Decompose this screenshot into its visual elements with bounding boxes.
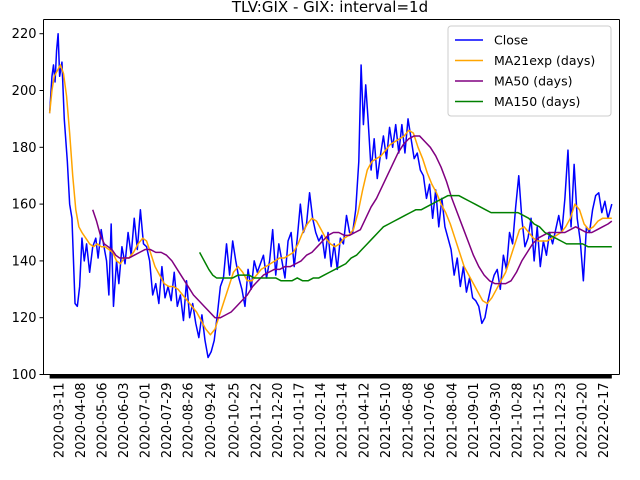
y-tick-label: 160	[12, 198, 37, 213]
x-tick-label: 2021-01-17	[292, 383, 307, 459]
series-line-ma21exp-days	[48, 64, 612, 336]
legend-label-close: Close	[494, 33, 528, 48]
x-tick-label: 2021-08-04	[445, 383, 460, 459]
x-tick-label: 2020-08-26	[182, 383, 197, 459]
x-tick-label: 2020-05-06	[95, 383, 110, 459]
x-tick-label: 2021-09-01	[467, 383, 482, 459]
x-tick-label: 2021-07-06	[423, 383, 438, 459]
x-tick-label: 2020-06-03	[117, 383, 132, 459]
series-line-close	[48, 32, 613, 359]
x-tick-label: 2020-04-08	[74, 383, 89, 459]
y-tick-label: 180	[12, 141, 37, 156]
x-tick-label: 2020-09-24	[204, 383, 219, 459]
legend-label-ma150-days: MA150 (days)	[494, 94, 580, 109]
x-axis: 2020-03-11 2020-04-08 2020-05-06 2020-06-03…	[49, 374, 612, 459]
x-tick-label: 2021-02-14	[314, 383, 329, 459]
x-tick-label: 2021-11-25	[532, 383, 547, 459]
series-line-ma150-days	[198, 194, 612, 282]
x-tick-label: 2021-03-14	[335, 383, 350, 459]
x-tick-label: 2022-02-17	[597, 383, 612, 459]
x-tick-label: 2020-07-29	[160, 383, 175, 459]
plot-area: 100 120 140 160 180 200 220 2020-03-11 2020-04-…	[12, 19, 620, 459]
x-tick-label: 2020-11-22	[249, 383, 264, 459]
x-tick-label: 2021-06-08	[402, 383, 417, 459]
x-tick-label: 2022-01-20	[575, 383, 590, 459]
y-tick-label: 100	[12, 368, 37, 383]
legend-box	[447, 25, 612, 117]
x-tick-label: 2020-07-01	[139, 383, 154, 459]
x-tick-label: 2021-05-10	[379, 383, 394, 459]
legend: Close MA21exp (days) MA50 (days) MA150 (day…	[447, 25, 612, 117]
x-tick-label: 2021-12-23	[554, 383, 569, 459]
chart-title: TLV:GIX - GIX: interval=1d	[231, 0, 428, 16]
x-tick-label: 2021-10-28	[511, 383, 526, 459]
x-tick-label: 2021-09-30	[489, 383, 504, 459]
legend-label-ma50-days: MA50 (days)	[494, 74, 572, 89]
x-minor-tick-band	[49, 374, 612, 379]
x-tick-label: 2020-10-25	[228, 383, 243, 459]
y-tick-label: 220	[12, 27, 37, 42]
legend-label-ma21exp-days: MA21exp (days)	[494, 53, 595, 68]
x-tick-label: 2020-03-11	[52, 383, 67, 459]
series-layer	[48, 32, 613, 359]
series-line-ma50-days	[92, 135, 613, 319]
x-tick-label: 2020-12-20	[271, 383, 286, 459]
x-tick-label: 2021-04-12	[358, 383, 373, 459]
y-tick-label: 120	[12, 311, 37, 326]
y-axis: 100 120 140 160 180 200 220	[12, 27, 44, 383]
y-tick-label: 200	[12, 84, 37, 99]
y-tick-label: 140	[12, 254, 37, 269]
